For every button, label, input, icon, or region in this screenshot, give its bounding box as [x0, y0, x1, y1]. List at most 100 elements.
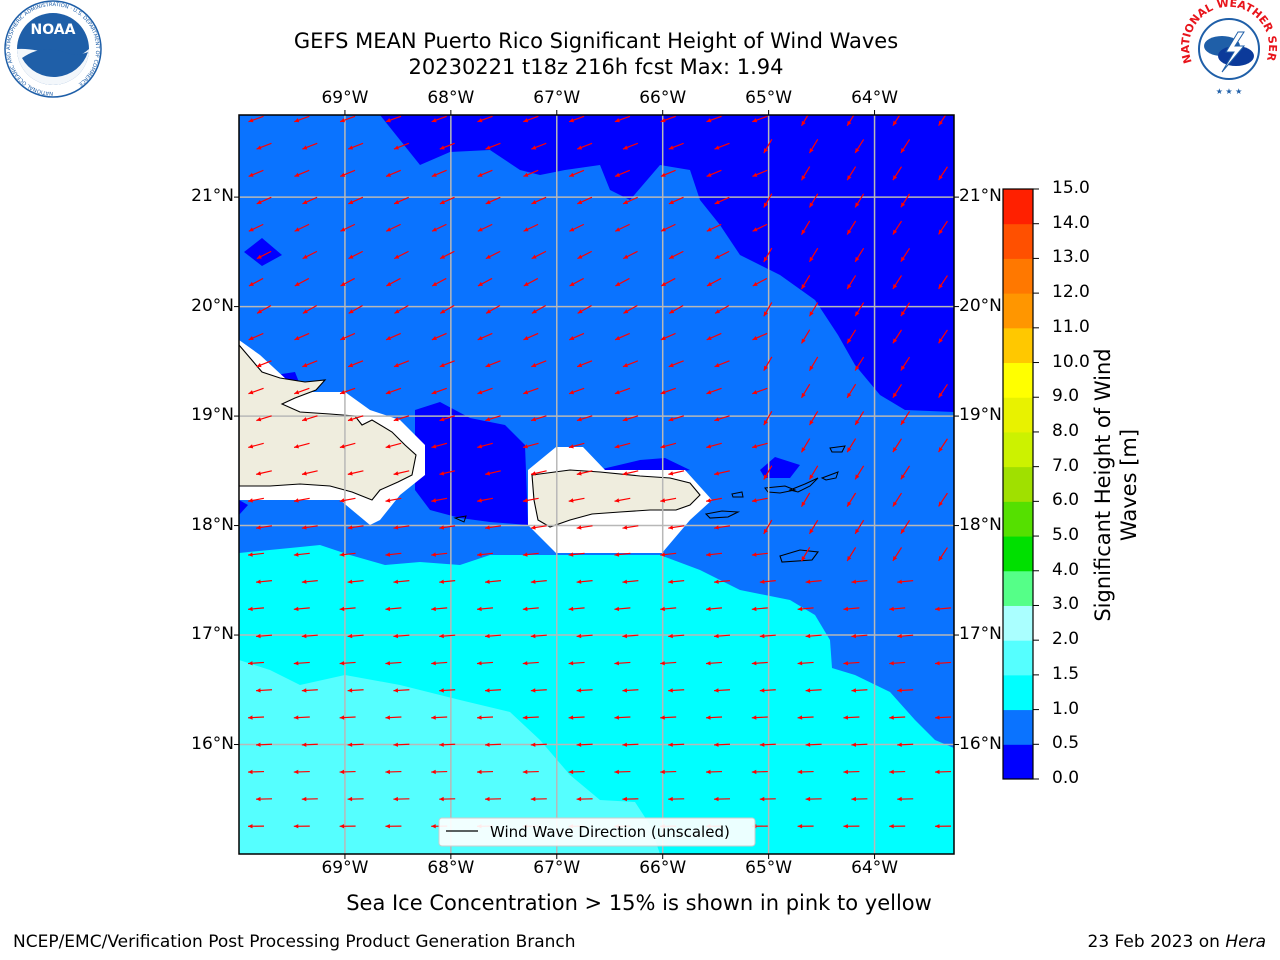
- wave-direction-arrow: [393, 688, 410, 693]
- colorbar-tick-label: 6.0: [1052, 490, 1080, 511]
- wave-direction-arrow: [759, 633, 776, 639]
- colorbar-tick-label: 3.0: [1052, 594, 1080, 615]
- colorbar-tick-label: 5.0: [1052, 525, 1080, 546]
- lat-label: 16°N: [959, 733, 1002, 754]
- wave-direction-arrow: [752, 387, 768, 395]
- wave-direction-arrow: [340, 277, 355, 287]
- wave-direction-arrow: [256, 196, 272, 205]
- wave-direction-arrow: [439, 742, 456, 747]
- wave-direction-arrow: [385, 115, 402, 123]
- wave-direction-arrow: [247, 824, 265, 829]
- wave-direction-arrow: [339, 606, 356, 612]
- wave-direction-arrow: [256, 304, 272, 314]
- wave-direction-arrow: [706, 442, 722, 449]
- lon-label: 69°W: [321, 858, 369, 878]
- footer-host: Hera: [1225, 932, 1266, 952]
- wave-direction-arrow: [393, 142, 410, 150]
- wave-direction-arrow: [846, 329, 857, 344]
- wave-direction-arrow: [622, 470, 639, 476]
- colorbar-tick-label: 0.5: [1052, 733, 1080, 754]
- wave-direction-arrow: [714, 250, 730, 260]
- wave-direction-arrow: [477, 387, 493, 395]
- wave-direction-arrow: [477, 277, 493, 287]
- wave-direction-arrow: [302, 304, 318, 314]
- wave-direction-arrow: [302, 142, 318, 150]
- wave-direction-arrow: [705, 606, 723, 612]
- wave-direction-arrow: [431, 606, 448, 612]
- wave-direction-arrow: [900, 465, 911, 480]
- wave-direction-arrow: [660, 715, 677, 720]
- wave-direction-arrow: [256, 142, 272, 150]
- wave-direction-arrow: [523, 169, 539, 178]
- wave-direction-arrow: [385, 223, 401, 232]
- wave-direction-arrow: [889, 715, 906, 720]
- wave-direction-arrow: [255, 579, 273, 584]
- wave-direction-arrow: [248, 332, 264, 341]
- wave-direction-arrow: [393, 415, 410, 422]
- wave-direction-arrow: [854, 411, 865, 426]
- wave-direction-arrow: [897, 796, 914, 802]
- wave-direction-arrow: [900, 302, 911, 317]
- wave-direction-arrow: [660, 387, 676, 395]
- wave-direction-arrow: [431, 497, 448, 503]
- wave-direction-arrow: [660, 332, 676, 341]
- wave-direction-arrow: [431, 277, 447, 287]
- wave-direction-arrow: [439, 579, 456, 584]
- wave-direction-arrow: [892, 115, 901, 127]
- chart-title: GEFS MEAN Puerto Rico Significant Height…: [293, 29, 899, 53]
- wave-direction-arrow: [476, 661, 494, 666]
- wave-direction-arrow: [576, 742, 593, 747]
- colorbar-tick-label: 7.0: [1052, 455, 1080, 476]
- colorbar-tick-label: 1.5: [1052, 663, 1080, 684]
- wave-direction-arrow: [752, 115, 768, 123]
- wave-direction-arrow: [714, 415, 730, 422]
- wave-direction-arrow: [797, 715, 814, 720]
- wave-direction-arrow: [348, 196, 364, 205]
- wave-direction-arrow: [385, 332, 401, 341]
- wave-direction-arrow: [892, 329, 903, 344]
- wave-direction-arrow: [622, 196, 638, 205]
- wave-direction-arrow: [256, 360, 272, 368]
- wave-direction-arrow: [622, 525, 639, 530]
- wave-direction-arrow: [752, 332, 768, 341]
- colorbar: [1002, 188, 1039, 780]
- wave-direction-arrow: [763, 138, 773, 154]
- wave-direction-arrow: [759, 796, 776, 802]
- wave-direction-arrow: [569, 277, 584, 287]
- wave-direction-arrow: [800, 383, 811, 399]
- colorbar-tick-label: 13.0: [1052, 247, 1090, 268]
- wave-direction-arrow: [614, 661, 631, 666]
- colorbar-tick-label: 8.0: [1052, 420, 1080, 441]
- wave-direction-arrow: [889, 661, 906, 666]
- wave-direction-arrow: [347, 688, 364, 693]
- wave-direction-arrow: [439, 250, 455, 260]
- wave-direction-arrow: [393, 525, 410, 530]
- wave-direction-arrow: [660, 169, 676, 178]
- lon-label: 65°W: [745, 858, 793, 878]
- wave-direction-arrow: [568, 442, 585, 449]
- wave-direction-arrow: [805, 633, 822, 639]
- wave-direction-arrow: [248, 223, 264, 232]
- wave-direction-arrow: [347, 742, 364, 747]
- wave-direction-arrow: [347, 525, 364, 530]
- wave-direction-arrow: [706, 497, 722, 503]
- wave-direction-arrow: [934, 606, 952, 612]
- lon-label: 67°W: [533, 858, 581, 878]
- wave-direction-arrow: [897, 633, 914, 639]
- wave-direction-arrow: [477, 497, 493, 503]
- wave-direction-arrow: [248, 497, 264, 503]
- wave-direction-arrow: [294, 115, 310, 123]
- wave-direction-arrow: [938, 547, 948, 562]
- wave-direction-arrow: [301, 633, 318, 639]
- colorbar-tick-label: 12.0: [1052, 282, 1090, 303]
- wave-direction-arrow: [477, 442, 493, 449]
- wave-direction-arrow: [531, 142, 547, 150]
- wave-direction-arrow: [854, 465, 865, 480]
- wave-direction-arrow: [897, 579, 914, 584]
- wave-direction-arrow: [248, 115, 264, 123]
- lon-label: 64°W: [851, 858, 899, 878]
- colorbar-tick-label: 14.0: [1052, 212, 1090, 233]
- wave-direction-arrow: [347, 579, 364, 584]
- chart-subtitle: 20230221 t18z 216h fcst Max: 1.94: [408, 55, 784, 79]
- wave-direction-arrow: [714, 304, 730, 314]
